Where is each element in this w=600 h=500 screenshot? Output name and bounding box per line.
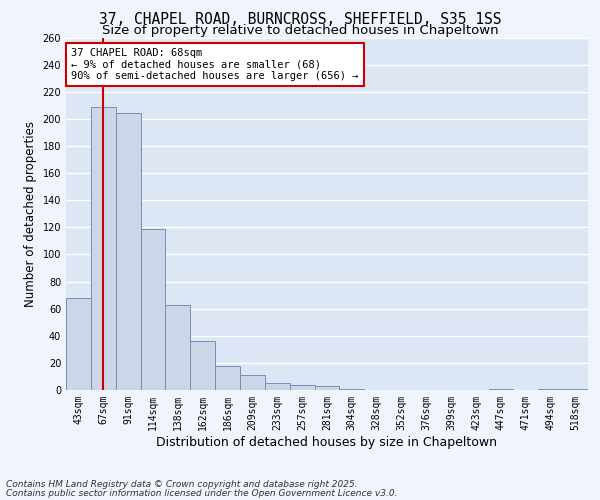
- Y-axis label: Number of detached properties: Number of detached properties: [24, 120, 37, 306]
- Bar: [240, 375, 265, 390]
- Bar: [290, 384, 314, 390]
- Bar: [66, 298, 91, 390]
- Bar: [215, 366, 240, 390]
- Text: 37, CHAPEL ROAD, BURNCROSS, SHEFFIELD, S35 1SS: 37, CHAPEL ROAD, BURNCROSS, SHEFFIELD, S…: [99, 12, 501, 26]
- Text: 37 CHAPEL ROAD: 68sqm
← 9% of detached houses are smaller (68)
90% of semi-detac: 37 CHAPEL ROAD: 68sqm ← 9% of detached h…: [71, 48, 359, 82]
- Text: Contains HM Land Registry data © Crown copyright and database right 2025.: Contains HM Land Registry data © Crown c…: [6, 480, 358, 489]
- Bar: [166, 304, 190, 390]
- Bar: [488, 388, 514, 390]
- Bar: [190, 341, 215, 390]
- Bar: [538, 388, 563, 390]
- Bar: [265, 383, 290, 390]
- Text: Contains public sector information licensed under the Open Government Licence v3: Contains public sector information licen…: [6, 489, 398, 498]
- Bar: [116, 114, 140, 390]
- Bar: [91, 106, 116, 390]
- Bar: [140, 228, 166, 390]
- Bar: [563, 388, 588, 390]
- X-axis label: Distribution of detached houses by size in Chapeltown: Distribution of detached houses by size …: [157, 436, 497, 448]
- Bar: [314, 386, 340, 390]
- Text: Size of property relative to detached houses in Chapeltown: Size of property relative to detached ho…: [101, 24, 499, 37]
- Bar: [340, 388, 364, 390]
